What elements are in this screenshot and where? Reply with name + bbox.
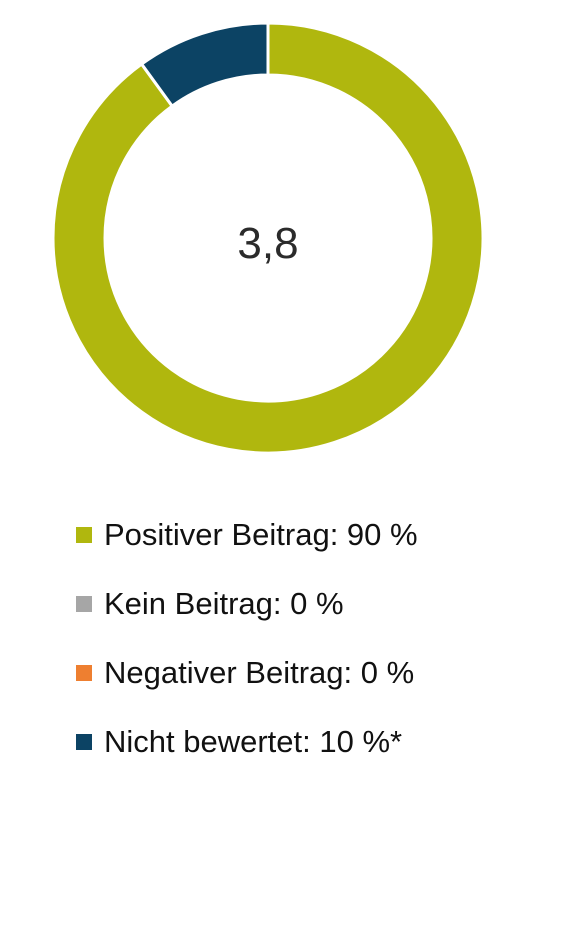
center-value: 3,8 xyxy=(237,219,299,268)
legend-item-not-rated: Nicht bewertet: 10 %* xyxy=(76,707,418,776)
donut-slices xyxy=(51,21,485,455)
legend-label-positive: Positiver Beitrag: 90 % xyxy=(104,516,418,552)
legend-label-none: Kein Beitrag: 0 % xyxy=(104,585,344,621)
legend-label-not-rated: Nicht bewertet: 10 %* xyxy=(104,723,403,759)
legend: Positiver Beitrag: 90 % Kein Beitrag: 0 … xyxy=(76,500,418,776)
legend-swatch-negative xyxy=(76,664,92,681)
legend-item-negative: Negativer Beitrag: 0 % xyxy=(76,638,418,707)
donut-slice-nicht-bewertet xyxy=(139,21,270,109)
legend-swatch-none xyxy=(76,595,92,612)
donut-chart xyxy=(51,21,485,455)
donut-slice-positiver-beitrag xyxy=(51,21,485,455)
legend-label-negative: Negativer Beitrag: 0 % xyxy=(104,654,415,690)
legend-item-positive: Positiver Beitrag: 90 % xyxy=(76,500,418,569)
legend-swatch-positive xyxy=(76,526,92,543)
legend-swatch-not-rated xyxy=(76,733,92,750)
legend-item-none: Kein Beitrag: 0 % xyxy=(76,569,418,638)
